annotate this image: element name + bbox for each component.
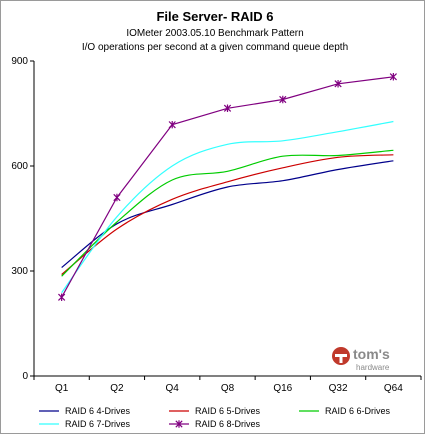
series-3	[61, 149, 394, 277]
axes	[33, 61, 421, 377]
data-point-marker	[175, 420, 183, 428]
y-tick-label: 300	[11, 266, 28, 277]
data-point-marker	[279, 95, 287, 104]
data-point-marker	[334, 80, 342, 88]
chart-subtitle: IOMeter 2003.05.10 Benchmark Pattern	[126, 28, 303, 39]
x-axis-ticks: Q1 Q2 Q4 Q8 Q16 Q32 Q64	[33, 376, 422, 394]
logo-word-2: hardware	[356, 363, 390, 372]
chart-title: File Server- RAID 6	[156, 9, 273, 24]
x-tick-label: Q1	[55, 383, 69, 394]
legend-label: RAID 6 5-Drives	[195, 406, 261, 416]
x-tick-label: Q8	[221, 383, 235, 394]
legend-item: RAID 6 6-Drives	[299, 406, 391, 416]
legend-label: RAID 6 8-Drives	[195, 419, 261, 429]
logo-word-1: tom's	[353, 346, 390, 362]
series-4	[61, 120, 394, 294]
y-tick-label: 0	[22, 371, 28, 382]
y-axis-ticks: 0 300 600 900	[11, 56, 34, 382]
x-tick-label: Q64	[384, 383, 403, 394]
y-tick-label: 600	[11, 161, 28, 172]
toms-hardware-logo: tom's hardware	[332, 346, 390, 372]
x-tick-label: Q16	[273, 383, 292, 394]
legend-label: RAID 6 6-Drives	[325, 406, 391, 416]
logo-glyph	[335, 354, 347, 363]
legend: RAID 6 4-Drives RAID 6 5-Drives RAID 6 6-D…	[39, 406, 391, 429]
y-tick-label: 900	[11, 56, 28, 67]
data-point-marker	[58, 293, 66, 301]
series-line	[61, 120, 394, 294]
data-point-marker	[113, 193, 121, 202]
x-tick-label: Q4	[166, 383, 180, 394]
data-point-marker	[168, 121, 176, 129]
series-line	[61, 149, 394, 277]
series-line	[61, 154, 394, 275]
legend-label: RAID 6 4-Drives	[65, 406, 131, 416]
series-lines	[58, 73, 397, 301]
x-tick-label: Q32	[329, 383, 348, 394]
series-5	[58, 73, 397, 301]
legend-label: RAID 6 7-Drives	[65, 419, 131, 429]
legend-item: RAID 6 4-Drives	[39, 406, 131, 416]
series-2	[61, 154, 394, 275]
data-point-marker	[223, 104, 232, 112]
series-1	[61, 160, 394, 268]
legend-item: RAID 6 5-Drives	[169, 406, 261, 416]
chart-subtitle-2: I/O operations per second at a given com…	[82, 42, 348, 53]
data-point-marker	[389, 73, 397, 81]
legend-item: RAID 6 7-Drives	[39, 419, 131, 429]
legend-item: RAID 6 8-Drives	[169, 419, 261, 429]
x-tick-label: Q2	[110, 383, 124, 394]
series-line	[61, 160, 394, 268]
